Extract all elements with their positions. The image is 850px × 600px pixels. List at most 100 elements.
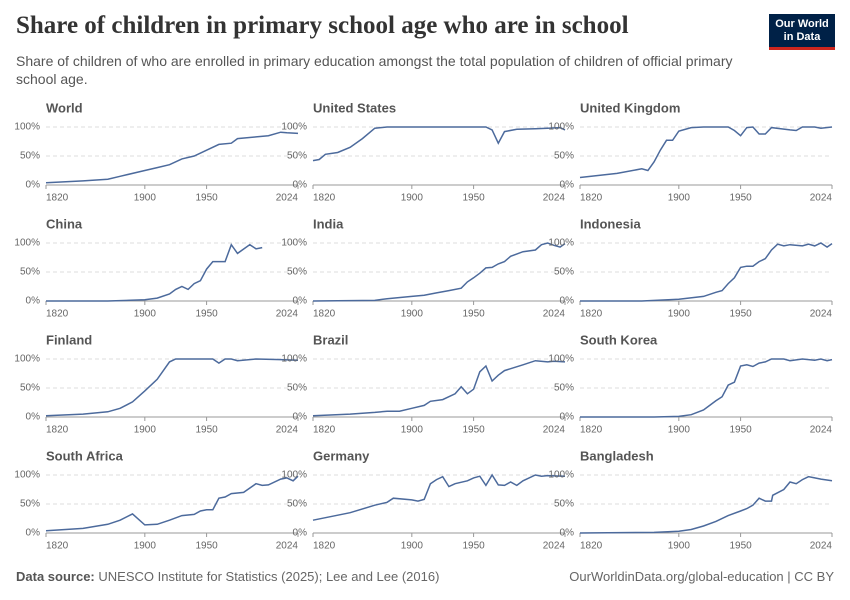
y-tick-label: 0%	[293, 528, 308, 539]
x-tick-label: 2024	[276, 425, 299, 436]
panel-title: China	[46, 216, 83, 231]
x-tick-label: 1820	[46, 309, 69, 320]
panel-title: United States	[313, 100, 396, 115]
x-tick-label: 1820	[313, 309, 336, 320]
y-tick-label: 100%	[281, 122, 307, 133]
y-tick-label: 0%	[293, 180, 308, 191]
footer-credit[interactable]: OurWorldinData.org/global-education | CC…	[569, 569, 834, 584]
y-tick-label: 50%	[554, 383, 574, 394]
panel-title: South Korea	[580, 332, 658, 347]
line	[312, 473, 566, 521]
y-tick-label: 100%	[548, 470, 574, 481]
x-tick-label: 1900	[134, 193, 157, 204]
x-tick-label: 1820	[46, 193, 69, 204]
line	[579, 475, 833, 534]
title: Share of children in primary school age …	[16, 12, 629, 39]
x-tick-label: 1900	[668, 193, 691, 204]
x-tick-label: 1820	[580, 541, 603, 552]
y-tick-label: 100%	[548, 354, 574, 365]
x-tick-label: 1900	[401, 309, 424, 320]
x-tick-label: 1950	[462, 309, 485, 320]
x-tick-label: 1950	[729, 541, 752, 552]
panel-title: Finland	[46, 332, 92, 347]
x-tick-label: 1900	[668, 541, 691, 552]
x-tick-label: 1820	[46, 541, 69, 552]
x-tick-label: 2024	[543, 541, 566, 552]
panel-title: United Kingdom	[580, 100, 680, 115]
x-tick-label: 1950	[462, 541, 485, 552]
x-tick-label: 1950	[195, 541, 218, 552]
y-tick-label: 0%	[560, 296, 575, 307]
panel-title: India	[313, 216, 344, 231]
x-tick-label: 1820	[580, 193, 603, 204]
source-label: Data source:	[16, 569, 95, 584]
x-tick-label: 1820	[313, 193, 336, 204]
y-tick-label: 50%	[20, 267, 40, 278]
y-tick-label: 100%	[281, 238, 307, 249]
x-tick-label: 1950	[462, 425, 485, 436]
y-tick-label: 0%	[293, 296, 308, 307]
line	[579, 126, 833, 179]
y-tick-label: 50%	[20, 383, 40, 394]
x-tick-label: 2024	[543, 193, 566, 204]
y-tick-label: 100%	[14, 238, 40, 249]
y-tick-label: 50%	[287, 267, 307, 278]
panel-title: Bangladesh	[580, 448, 654, 463]
y-tick-label: 100%	[14, 354, 40, 365]
x-tick-label: 2024	[810, 425, 833, 436]
y-tick-label: 0%	[26, 296, 41, 307]
footer-source: Data source: UNESCO Institute for Statis…	[16, 569, 439, 584]
line	[312, 126, 566, 162]
x-tick-label: 1820	[580, 425, 603, 436]
panel-title: South Africa	[46, 448, 124, 463]
x-tick-label: 2024	[543, 425, 566, 436]
x-tick-label: 1950	[462, 193, 485, 204]
x-tick-label: 1900	[668, 309, 691, 320]
x-tick-label: 2024	[810, 309, 833, 320]
y-tick-label: 0%	[26, 412, 41, 423]
line	[45, 131, 299, 184]
x-tick-label: 1900	[134, 425, 157, 436]
x-tick-label: 2024	[810, 541, 833, 552]
y-tick-label: 0%	[560, 180, 575, 191]
x-tick-label: 1950	[195, 425, 218, 436]
line	[312, 359, 566, 417]
line	[45, 358, 299, 417]
x-tick-label: 1900	[134, 541, 157, 552]
y-tick-label: 100%	[548, 122, 574, 133]
panel-title: Indonesia	[580, 216, 641, 231]
x-tick-label: 2024	[276, 193, 299, 204]
y-tick-label: 50%	[554, 499, 574, 510]
y-tick-label: 0%	[293, 412, 308, 423]
x-tick-label: 1820	[46, 425, 69, 436]
x-tick-label: 1900	[401, 541, 424, 552]
x-tick-label: 1900	[401, 425, 424, 436]
x-tick-label: 1900	[668, 425, 691, 436]
y-tick-label: 100%	[14, 470, 40, 481]
x-tick-label: 2024	[276, 541, 299, 552]
y-tick-label: 50%	[20, 499, 40, 510]
y-tick-label: 50%	[554, 151, 574, 162]
y-tick-label: 50%	[287, 151, 307, 162]
x-tick-label: 2024	[543, 309, 566, 320]
y-tick-label: 50%	[20, 151, 40, 162]
panel-title: Germany	[313, 448, 370, 463]
y-tick-label: 100%	[14, 122, 40, 133]
x-tick-label: 2024	[276, 309, 299, 320]
line	[45, 475, 299, 532]
y-tick-label: 100%	[281, 470, 307, 481]
y-tick-label: 50%	[287, 383, 307, 394]
y-tick-label: 100%	[548, 238, 574, 249]
y-tick-label: 0%	[26, 180, 41, 191]
logo[interactable]: Our World in Data	[769, 14, 835, 50]
source: UNESCO Institute for Statistics (2025); …	[98, 569, 440, 584]
panel-title: World	[46, 100, 83, 115]
x-tick-label: 1900	[134, 309, 157, 320]
x-tick-label: 1950	[729, 425, 752, 436]
x-tick-label: 1820	[313, 425, 336, 436]
x-tick-label: 2024	[810, 193, 833, 204]
x-tick-label: 1950	[195, 193, 218, 204]
subtitle: Share of children of who are enrolled in…	[16, 53, 733, 87]
